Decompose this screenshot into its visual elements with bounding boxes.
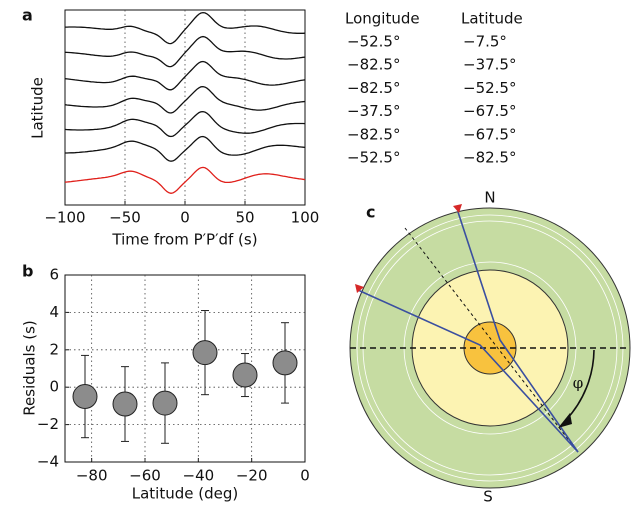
point (232, 362, 258, 388)
angle-label: φ (573, 374, 584, 392)
x-tick-label: 0 (300, 467, 310, 485)
table-cell: −82.5° (463, 149, 516, 167)
panel-label: a (22, 6, 33, 25)
x-axis-label: Latitude (deg) (132, 485, 238, 503)
core-diagram (349, 204, 631, 489)
waveform (64, 110, 306, 138)
x-tick-label: −100 (44, 209, 85, 227)
waveform (65, 11, 306, 45)
y-tick-label: −2 (37, 415, 59, 433)
x-tick-label: −80 (76, 467, 108, 485)
x-tick-label: 50 (235, 209, 254, 227)
waveform (64, 60, 306, 91)
waveform (65, 135, 306, 162)
point (152, 390, 178, 416)
x-tick-label: −50 (109, 209, 141, 227)
waveform (64, 35, 306, 68)
y-axis-label: Residuals (s) (21, 320, 39, 415)
plot-frame (64, 274, 306, 463)
y-tick-label: 4 (49, 303, 59, 321)
x-tick-label: 100 (291, 209, 320, 227)
table-cell: −52.5° (347, 33, 400, 51)
x-tick-label: 0 (180, 209, 190, 227)
y-tick-label: −4 (37, 453, 59, 471)
point (272, 350, 298, 376)
x-axis-label: Time from P′P′df (s) (111, 231, 257, 249)
table-cell: −82.5° (347, 79, 400, 97)
x-tick-label: −40 (183, 467, 215, 485)
y-tick-label: 2 (49, 340, 59, 358)
y-axis-label: Latitude (29, 77, 47, 139)
table-header: Longitude (345, 10, 420, 28)
table-cell: −37.5° (347, 102, 400, 120)
table-header: Latitude (461, 10, 523, 28)
table-cell: −37.5° (463, 56, 516, 74)
point (192, 340, 218, 366)
table-cell: −52.5° (347, 149, 400, 167)
panel-label: b (22, 262, 33, 281)
table-cell: −82.5° (347, 56, 400, 74)
y-tick-label: 6 (49, 266, 59, 284)
waveform (64, 166, 306, 194)
table-cell: −67.5° (463, 102, 516, 120)
x-tick-label: −20 (236, 467, 268, 485)
south-label: S (483, 488, 493, 506)
point (112, 391, 138, 417)
x-tick-label: −60 (129, 467, 161, 485)
point (72, 384, 98, 410)
panel-label: c (366, 203, 375, 222)
table-cell: −52.5° (463, 79, 516, 97)
table-cell: −7.5° (463, 33, 507, 51)
y-tick-label: 0 (49, 378, 59, 396)
north-label: N (484, 189, 495, 207)
table-cell: −67.5° (463, 125, 516, 143)
table-cell: −82.5° (347, 125, 400, 143)
waveform (64, 85, 306, 114)
